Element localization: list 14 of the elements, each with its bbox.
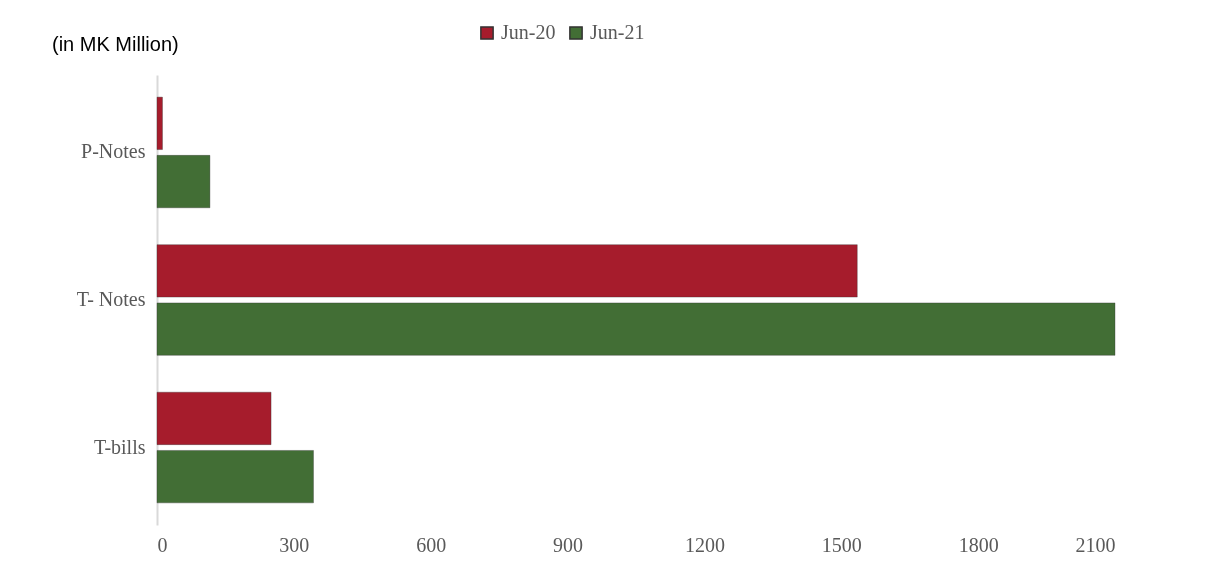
chart-title: (in MK Million) [52, 33, 179, 55]
legend-label: Jun-20 [501, 21, 556, 43]
x-tick-label: 0 [157, 533, 168, 556]
x-tick-label: 1800 [958, 533, 999, 556]
legend-label: Jun-21 [590, 21, 645, 43]
y-tick-label: T- Notes [76, 288, 146, 310]
x-tick-label: 900 [553, 533, 584, 556]
x-tick-label: 2100 [1075, 533, 1116, 556]
x-tick-label: 1500 [821, 533, 862, 556]
x-tick-label: 600 [416, 533, 447, 556]
x-tick-label: 1200 [684, 533, 725, 556]
y-tick-label: T-bills [94, 435, 146, 458]
x-tick-label: 300 [279, 533, 310, 556]
y-tick-label: P-Notes [81, 140, 146, 163]
